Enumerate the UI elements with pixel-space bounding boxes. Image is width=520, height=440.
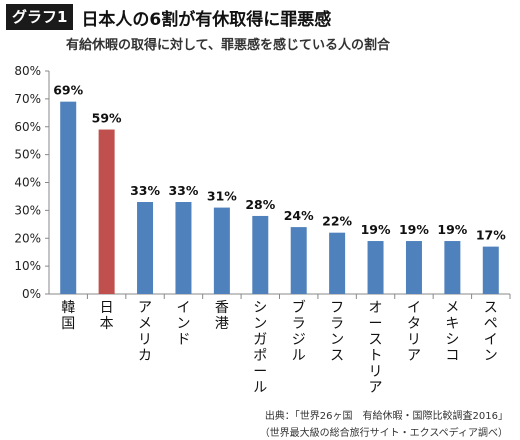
category-label: 韓国 (61, 300, 75, 332)
y-tick-label: 0% (22, 287, 41, 301)
bar (98, 129, 115, 294)
category-label: メキシコ (445, 300, 459, 364)
data-label: 19% (437, 222, 467, 237)
category-label: スペイン (484, 300, 498, 364)
bar (252, 215, 269, 294)
y-tick-label: 20% (14, 231, 41, 245)
data-label: 24% (284, 208, 314, 223)
data-label: 69% (53, 83, 83, 98)
data-label: 31% (207, 189, 237, 204)
bar (329, 232, 346, 294)
bar (60, 101, 77, 294)
data-label: 19% (361, 222, 391, 237)
category-label: 日本 (100, 300, 114, 332)
y-tick-label: 30% (14, 203, 41, 217)
source-line-1: 出典：「世界26ヶ国 有給休暇・国際比較調査2016」 (264, 411, 508, 422)
bar (367, 241, 384, 294)
chart-subtitle: 有給休暇の取得に対して、罪悪感を感じている人の割合 (66, 38, 390, 53)
bar (175, 202, 192, 294)
category-label: オーストリア (369, 300, 383, 396)
y-tick-label: 10% (14, 259, 41, 273)
y-tick-label: 70% (14, 92, 41, 106)
data-label: 22% (322, 214, 352, 229)
chart-title: 日本人の6割が有休取得に罪悪感 (81, 9, 332, 30)
category-label: アメリカ (138, 300, 152, 364)
bar (482, 246, 499, 294)
bar (137, 202, 154, 294)
data-label: 28% (245, 197, 275, 212)
bar (213, 207, 230, 294)
graph-badge: グラフ1 (6, 4, 74, 30)
source-line-2: （世界最大級の総合旅行サイト・エクスペディア調べ） (259, 428, 508, 439)
y-tick-label: 50% (14, 148, 41, 162)
bar (290, 227, 307, 294)
chart-header: グラフ1 日本人の6割が有休取得に罪悪感 (6, 4, 331, 30)
data-label: 59% (92, 111, 122, 126)
data-label: 19% (399, 222, 429, 237)
category-label: シンガポール (253, 300, 267, 396)
bar (405, 241, 422, 294)
category-label: ブラジル (292, 299, 306, 364)
data-label: 33% (168, 183, 198, 198)
y-tick-label: 60% (14, 120, 41, 134)
category-label: インド (176, 300, 190, 348)
bar (444, 241, 461, 294)
category-label: フランス (330, 300, 344, 364)
data-label: 33% (130, 183, 160, 198)
category-label: イタリア (407, 300, 421, 364)
data-label: 17% (476, 228, 506, 243)
y-tick-label: 80% (14, 64, 41, 78)
y-tick-label: 40% (14, 176, 41, 190)
category-label: 香港 (215, 300, 229, 332)
